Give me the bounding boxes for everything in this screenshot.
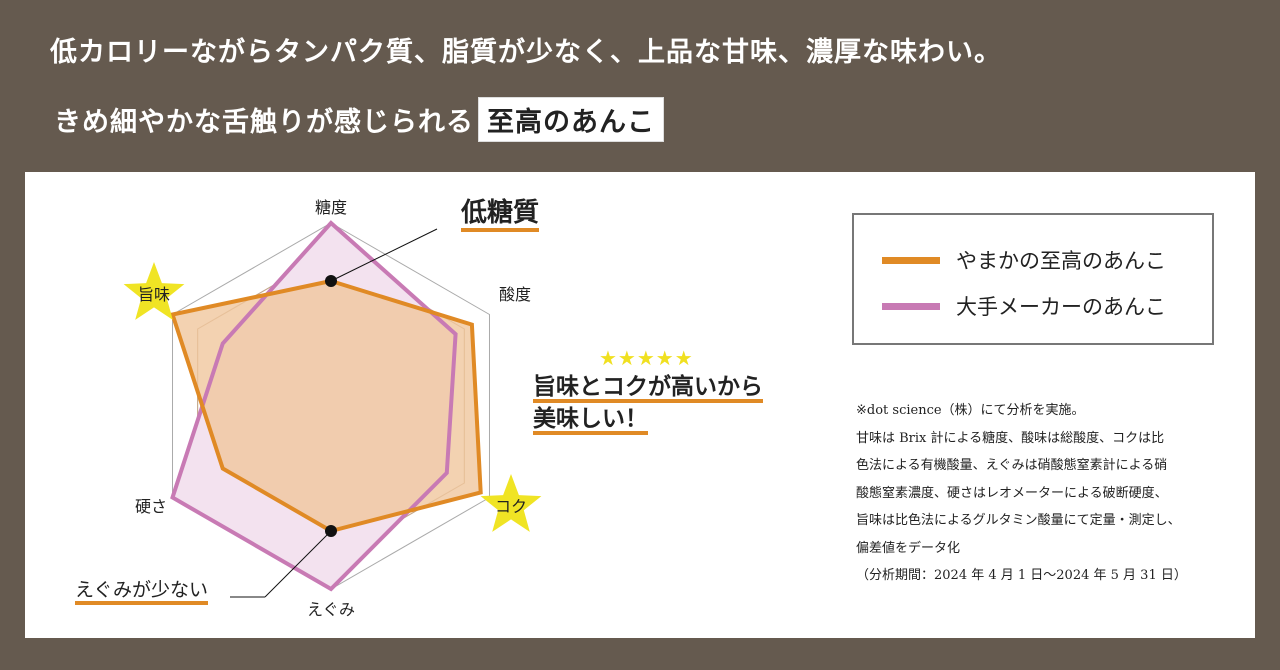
data-point-marker xyxy=(325,525,337,537)
note-line: 甘味は Brix 計による糖度、酸味は総酸度、コクは比 xyxy=(856,430,1165,446)
five-stars-rating: ★★★★★ xyxy=(599,346,694,370)
headline-line2-text: きめ細やかな舌触りが感じられる xyxy=(54,107,474,138)
legend-item-major-maker: 大手メーカーのあんこ xyxy=(882,291,1166,321)
data-point-marker xyxy=(325,275,337,287)
radar-annotations xyxy=(123,228,542,598)
tasty-annotation-line1: 旨味とコクが高いから xyxy=(533,374,763,404)
star-icon xyxy=(480,474,542,532)
axis-label: 旨味 xyxy=(138,285,170,304)
axis-label: 糖度 xyxy=(315,198,347,217)
note-line: （分析期間：2024 年 4 月 1 日～2024 年 5 月 31 日） xyxy=(856,568,1187,583)
less-egumi-annotation: えぐみが少ない xyxy=(75,580,209,605)
legend-item-yamaka: やまかの至高のあんこ xyxy=(882,245,1166,275)
legend-label: 大手メーカーのあんこ xyxy=(956,295,1166,319)
tasty-annotation-line2: 美味しい！ xyxy=(533,406,648,436)
axis-label: 酸度 xyxy=(499,285,531,304)
annotation-leader-line xyxy=(330,228,438,282)
note-line: 旨味は比色法によるグルタミン酸量にて定量・測定し、 xyxy=(856,513,1181,528)
star-icon xyxy=(123,262,185,320)
legend-swatch xyxy=(882,302,940,310)
note-line: ※dot science（株）にて分析を実施。 xyxy=(856,403,1085,418)
axis-label: 硬さ xyxy=(135,497,167,516)
axis-label: えぐみ xyxy=(307,600,355,619)
low-sugar-annotation: 低糖質 xyxy=(461,199,540,232)
headline-highlight-box: 至高のあんこ xyxy=(478,97,664,142)
headline-line1: 低カロリーながらタンパク質、脂質が少なく、上品な甘味、濃厚な味わい。 xyxy=(50,37,1002,68)
legend-label: やまかの至高のあんこ xyxy=(956,249,1166,273)
chart-panel: 糖度酸度コクえぐみ 硬さ 旨味 低糖質 ★★★★★ 旨味とコクが高いから 美味しい！… xyxy=(25,172,1255,638)
note-line: 酸態窒素濃度、硬さはレオメーターによる破断硬度、 xyxy=(856,485,1168,501)
analysis-notes: ※dot science（株）にて分析を実施。 甘味は Brix 計による糖度、… xyxy=(856,397,1246,590)
radar-series xyxy=(169,220,483,592)
chart-legend: やまかの至高のあんこ 大手メーカーのあんこ xyxy=(852,213,1214,345)
headline-line2: きめ細やかな舌触りが感じられる 至高のあんこ xyxy=(54,97,664,142)
legend-swatch xyxy=(882,256,940,264)
series-area xyxy=(172,281,481,531)
series-line xyxy=(170,220,458,592)
annotation-leader-line xyxy=(264,530,332,598)
note-line: 偏差値をデータ化 xyxy=(856,540,961,556)
note-line: 色法による有機酸量、えぐみは硝酸態窒素計による硝 xyxy=(856,458,1168,473)
axis-label: コク xyxy=(495,497,527,516)
